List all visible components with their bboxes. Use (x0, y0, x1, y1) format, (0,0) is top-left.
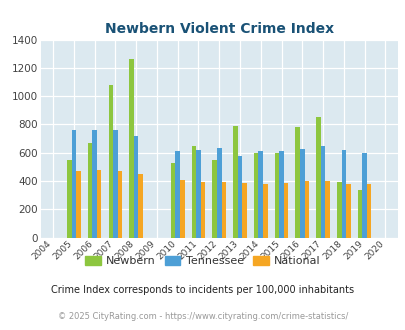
Bar (196, 150, 200, 238)
Bar (71, 130, 76, 238)
Bar (262, 184, 267, 238)
Bar (87, 143, 92, 238)
Bar (304, 181, 309, 238)
Bar (232, 126, 237, 238)
Bar (357, 190, 362, 238)
Bar (113, 130, 117, 238)
Bar (92, 130, 97, 238)
Bar (336, 182, 341, 238)
Bar (171, 163, 175, 238)
Bar (274, 153, 279, 238)
Bar (97, 170, 101, 238)
Bar (345, 184, 350, 238)
Bar (279, 151, 283, 238)
Bar (212, 160, 216, 238)
Bar (191, 146, 196, 238)
Bar (200, 182, 205, 238)
Bar (175, 151, 179, 238)
Bar (179, 180, 184, 238)
Text: Crime Index corresponds to incidents per 100,000 inhabitants: Crime Index corresponds to incidents per… (51, 285, 354, 295)
Bar (134, 136, 138, 238)
Title: Newbern Violent Crime Index: Newbern Violent Crime Index (104, 22, 333, 36)
Bar (324, 181, 329, 238)
Bar (320, 147, 324, 238)
Bar (258, 151, 262, 238)
Bar (108, 85, 113, 238)
Bar (76, 171, 81, 238)
Bar (242, 183, 246, 238)
Bar (221, 182, 226, 238)
Legend: Newbern, Tennessee, National: Newbern, Tennessee, National (81, 251, 324, 271)
Bar (362, 153, 366, 238)
Bar (283, 183, 288, 238)
Bar (216, 148, 221, 238)
Bar (237, 155, 242, 238)
Bar (315, 117, 320, 238)
Bar (253, 153, 258, 238)
Bar (129, 59, 134, 238)
Text: © 2025 CityRating.com - https://www.cityrating.com/crime-statistics/: © 2025 CityRating.com - https://www.city… (58, 312, 347, 321)
Bar (295, 127, 299, 238)
Bar (341, 150, 345, 238)
Bar (67, 160, 71, 238)
Bar (299, 148, 304, 238)
Bar (366, 184, 371, 238)
Bar (138, 174, 143, 238)
Bar (117, 171, 122, 238)
